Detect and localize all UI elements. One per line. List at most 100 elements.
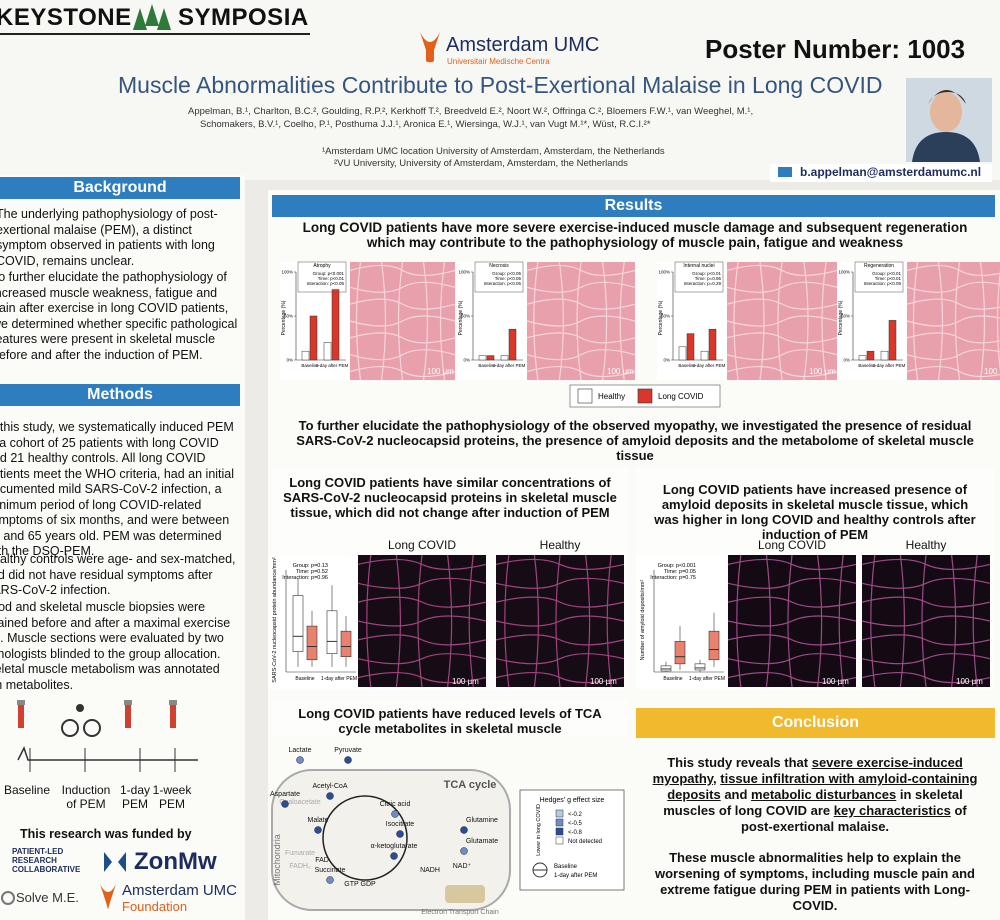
tca-circle [322,795,408,881]
chart-bg [636,555,726,687]
metabolite-marker [390,852,398,860]
timeline-label: Baseline [3,783,51,797]
tube-icon [125,704,131,728]
bar [678,346,687,361]
methods-text: Healthy controls were age- and sex-match… [0,552,236,597]
micrograph-texture [727,672,857,684]
bar [858,355,867,361]
micrograph-texture [495,558,625,570]
zonmw-icon [104,852,126,872]
finding: Long COVID patients have similar concent… [283,475,617,520]
micrograph-texture [526,365,636,378]
panel-stats: Group: p<0.01 [872,271,901,276]
micrograph-texture [838,554,844,688]
email: b.appelman@amsterdamumc.nl [800,165,982,179]
micrograph-texture [899,554,905,688]
micrograph-texture [349,315,456,327]
micrograph-texture [619,261,625,381]
micrograph-texture [357,672,487,684]
micrograph-texture [495,577,625,589]
scale-bar-label: 100 µm [984,367,1000,376]
x-tick-label: Baseline [295,676,314,682]
metabolite: Pyruvate [334,747,362,754]
x-tick-label: Baseline [301,363,319,368]
poster-number: Poster Number: 1003 [705,34,966,64]
metabolite-marker [396,830,404,838]
funder: Amsterdam UMC [122,882,238,899]
y-axis-label: Number of amyloid deposits/mm² [640,579,646,660]
micrograph-texture [357,653,487,665]
bar [500,355,509,361]
micrograph-texture [380,261,387,381]
micrograph-texture [726,264,838,277]
panel-title: Necrosis [489,263,509,269]
funder: Foundation [122,899,188,914]
micrograph-texture [533,554,539,688]
panel-stats: Group: p=0.13 [293,563,328,569]
poster-title: Muscle Abnormalities Contribute to Post-… [118,72,883,98]
legend-label: Baseline [554,864,578,870]
tube-cap [124,700,132,705]
metabolite: Lactate [289,747,312,754]
micrograph-texture [861,596,991,608]
box [708,630,720,661]
left-column [0,175,245,920]
bar [708,328,717,361]
photo-face [930,92,962,132]
micrograph-texture [357,596,487,608]
micrograph-texture [606,554,612,688]
box [660,665,672,672]
micrograph-texture [861,672,991,684]
micrograph-texture [951,554,957,688]
micrograph-texture [397,261,404,381]
micrograph-texture [979,261,986,381]
micrograph-texture [736,554,742,688]
metabolite-marker [281,800,289,808]
micrograph-texture [349,281,456,293]
metabolite: Acetyl-CoA [312,783,347,790]
micrograph-texture [349,349,456,361]
box [674,641,686,665]
image-label: Healthy [905,538,947,552]
finding: Long COVID patients have more severe exe… [302,220,968,250]
micrograph-texture [585,554,591,688]
umc-logo [100,884,116,910]
image-label: Long COVID [387,538,457,552]
micrograph-texture [495,672,625,684]
micrograph-texture [558,261,564,381]
panel-stats: Interaction: p<0.05 [307,281,345,286]
bar [686,333,695,361]
micrograph-texture [357,634,487,646]
metabolite-marker [344,756,352,764]
compartment-label: Mitochondria [272,834,282,886]
metabolite: FAD [315,857,329,864]
photo-hair [928,90,966,104]
conclusion-phrase: and [720,787,752,802]
micrograph-texture [906,264,1000,277]
bar [301,350,310,361]
micrograph-texture [526,315,636,327]
metabolite-marker [460,826,468,834]
micrograph-texture [495,596,625,608]
micrograph-texture [526,332,636,344]
metabolite-marker [391,810,399,818]
micrograph-texture [861,653,991,665]
stats-box [674,261,724,293]
metabolite: Glutamate [466,838,498,845]
micrograph-texture [996,269,1000,373]
metabolite: FADH₂ [289,863,311,870]
micrograph-texture [417,554,423,688]
conclusion-text: These muscle abnormalities help to expla… [655,850,975,913]
bar [486,355,495,361]
micrograph-texture [726,315,838,327]
y-axis-label: Percentage (%) [838,300,844,335]
y-tick-label: 50% [284,314,293,319]
panel-stats: Time: p<0.05 [495,276,522,281]
micrograph-texture [726,281,838,293]
affiliation: ²VU University, University of Amsterdam,… [334,158,628,169]
box [340,630,352,658]
panel-stats: Time: p=0.95 [695,276,722,281]
metabolite: Glutamine [466,817,498,824]
box [326,610,338,654]
tube-icon [170,704,176,728]
